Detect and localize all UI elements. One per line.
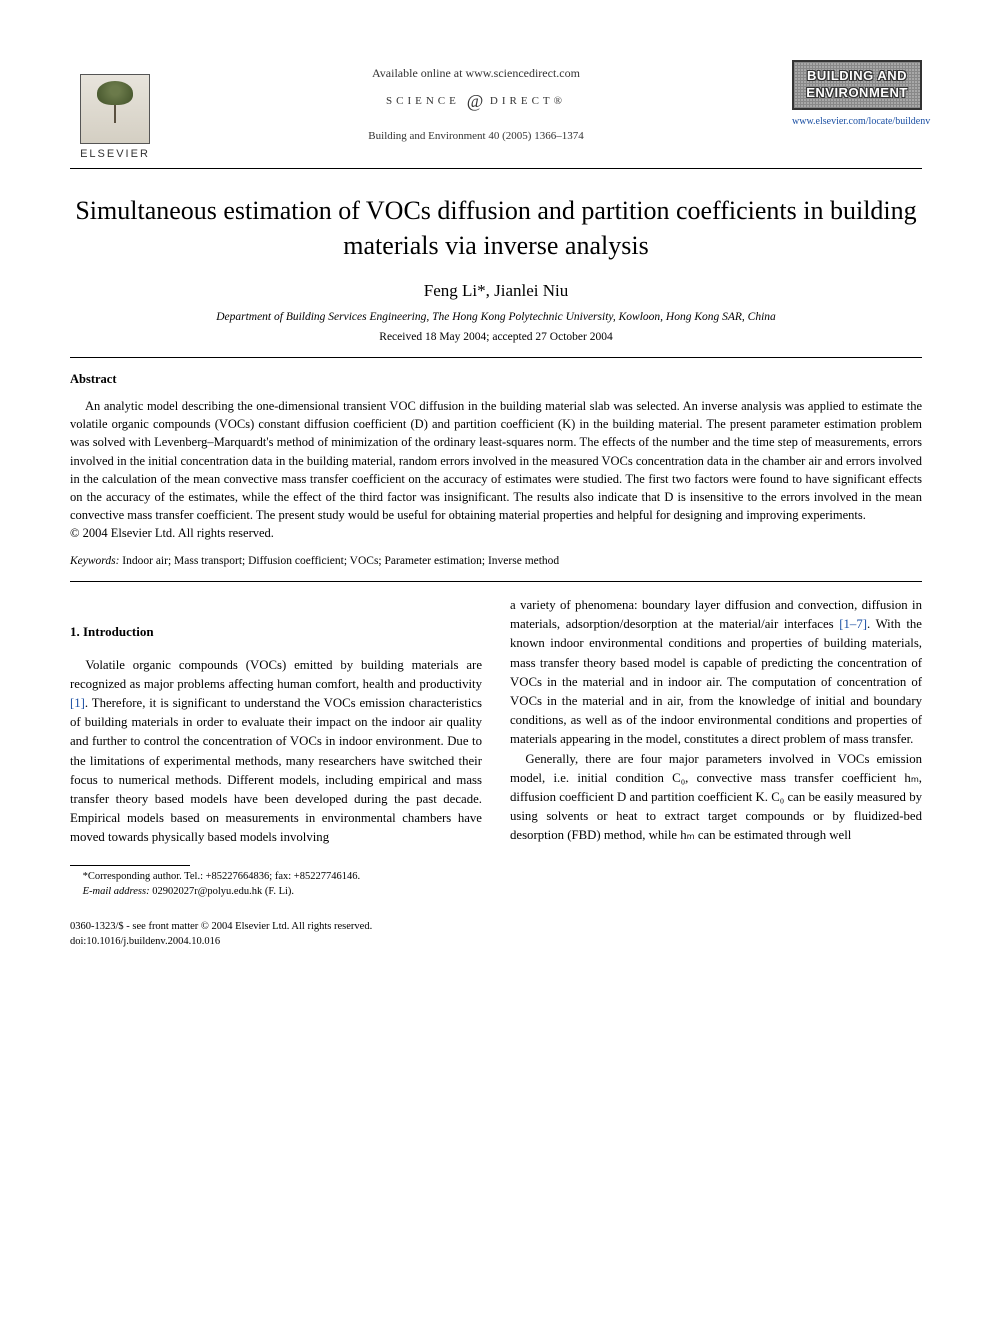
- sciencedirect-logo: SCIENCE @ DIRECT®: [160, 91, 792, 112]
- column-right: a variety of phenomena: boundary layer d…: [510, 596, 922, 949]
- email-footnote: E-mail address: 02902027r@polyu.edu.hk (…: [70, 885, 482, 900]
- front-matter-line1: 0360-1323/$ - see front matter © 2004 El…: [70, 920, 482, 935]
- journal-reference: Building and Environment 40 (2005) 1366–…: [160, 130, 792, 142]
- journal-url-link[interactable]: www.elsevier.com/locate/buildenv: [792, 116, 922, 127]
- pre-abstract-rule: [70, 357, 922, 358]
- email-label: E-mail address:: [83, 886, 150, 897]
- keywords-text: Indoor air; Mass transport; Diffusion co…: [119, 555, 559, 567]
- section-1-heading: 1. Introduction: [70, 622, 482, 642]
- intro-paragraph-1-cont: a variety of phenomena: boundary layer d…: [510, 596, 922, 750]
- ref-link-1-7[interactable]: [1–7]: [839, 617, 867, 631]
- p1a: Volatile organic compounds (VOCs) emitte…: [70, 658, 482, 691]
- body-columns: 1. Introduction Volatile organic compoun…: [70, 596, 922, 949]
- abstract-heading: Abstract: [70, 372, 922, 387]
- journal-box-line2: ENVIRONMENT: [798, 85, 916, 102]
- sd-at-icon: @: [467, 91, 484, 111]
- journal-box-line1: BUILDING AND: [798, 68, 916, 85]
- front-matter-info: 0360-1323/$ - see front matter © 2004 El…: [70, 920, 482, 949]
- post-keywords-rule: [70, 581, 922, 582]
- sd-right: DIRECT®: [490, 95, 566, 107]
- affiliation: Department of Building Services Engineer…: [70, 311, 922, 323]
- elsevier-tree-icon: [80, 74, 150, 144]
- keywords-line: Keywords: Indoor air; Mass transport; Di…: [70, 555, 922, 567]
- available-online-text: Available online at www.sciencedirect.co…: [160, 66, 792, 81]
- elsevier-logo: ELSEVIER: [70, 60, 160, 160]
- ref-link-1[interactable]: [1]: [70, 696, 85, 710]
- intro-paragraph-1: Volatile organic compounds (VOCs) emitte…: [70, 656, 482, 848]
- sd-left: SCIENCE: [386, 95, 460, 107]
- article-dates: Received 18 May 2004; accepted 27 Octobe…: [70, 331, 922, 343]
- page-header: ELSEVIER Available online at www.science…: [70, 60, 922, 160]
- keywords-label: Keywords:: [70, 555, 119, 567]
- journal-logo-block: BUILDING AND ENVIRONMENT www.elsevier.co…: [792, 60, 922, 127]
- copyright-line: © 2004 Elsevier Ltd. All rights reserved…: [70, 526, 922, 541]
- doi-line: doi:10.1016/j.buildenv.2004.10.016: [70, 935, 482, 950]
- footnote-rule: [70, 865, 190, 866]
- abstract-text: An analytic model describing the one-dim…: [70, 397, 922, 524]
- authors: Feng Li*, Jianlei Niu: [70, 281, 922, 301]
- p1b: . Therefore, it is significant to unders…: [70, 696, 482, 844]
- elsevier-label: ELSEVIER: [80, 148, 150, 160]
- header-rule: [70, 168, 922, 169]
- intro-paragraph-2: Generally, there are four major paramete…: [510, 750, 922, 846]
- corresponding-author-footnote: *Corresponding author. Tel.: +8522766483…: [70, 870, 482, 885]
- email-value: 02902027r@polyu.edu.hk (F. Li).: [150, 886, 294, 897]
- p2b: . With the known indoor environmental co…: [510, 617, 922, 746]
- column-left: 1. Introduction Volatile organic compoun…: [70, 596, 482, 949]
- article-title: Simultaneous estimation of VOCs diffusio…: [70, 193, 922, 263]
- journal-title-box: BUILDING AND ENVIRONMENT: [792, 60, 922, 110]
- center-header: Available online at www.sciencedirect.co…: [160, 60, 792, 142]
